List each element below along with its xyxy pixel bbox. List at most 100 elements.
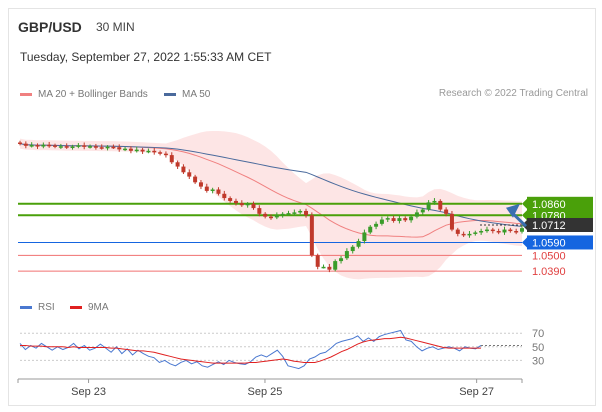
timestamp: Tuesday, September 27, 2022 1:55:33 AM C… <box>20 50 272 64</box>
candle-body <box>140 149 145 152</box>
candle-body <box>444 209 449 214</box>
candle-body <box>455 229 460 234</box>
rsi-tick-70: 70 <box>532 328 544 340</box>
candle-body <box>333 261 338 270</box>
level-tag-1.0712 <box>527 217 593 232</box>
candle-body <box>58 146 63 148</box>
candle-body <box>41 144 46 147</box>
candle-body <box>228 198 233 201</box>
time-tick-label: Sep 23 <box>71 386 106 398</box>
level-tag-1.0590 <box>527 235 593 250</box>
legend-ma50-label: MA 50 <box>182 89 211 100</box>
candle-body <box>502 229 507 233</box>
candle-body <box>128 148 133 151</box>
candle-body <box>257 208 262 214</box>
candle-body <box>438 200 443 210</box>
candle-body <box>198 182 203 187</box>
candle-body <box>496 231 501 233</box>
candle-body <box>175 162 180 167</box>
candle-body <box>169 155 174 163</box>
candle-body <box>280 213 285 216</box>
candle-body <box>409 216 414 221</box>
candle-body <box>374 223 379 227</box>
candle-body <box>286 213 291 215</box>
candle-body <box>420 209 425 213</box>
candle-body <box>111 146 116 149</box>
candle-body <box>315 255 320 267</box>
legend-ma20: MA 20 + Bollinger Bands <box>20 89 148 100</box>
rsi-tick-50: 50 <box>532 342 544 354</box>
candle-body <box>490 229 495 232</box>
rsi-9ma-line <box>20 336 481 364</box>
candle-body <box>117 147 122 150</box>
candle-body <box>391 218 396 221</box>
candle-body <box>193 176 198 183</box>
candle-body <box>210 189 215 191</box>
legend-9ma: 9MA <box>70 302 109 313</box>
candle-body <box>233 200 238 204</box>
candle-body <box>146 150 151 153</box>
legend-9ma-swatch <box>70 306 82 309</box>
interval-label: 30 MIN <box>96 20 135 34</box>
candle-body <box>105 146 110 149</box>
time-tick-label: Sep 27 <box>459 386 494 398</box>
legend-ma50: MA 50 <box>164 89 210 100</box>
candle-body <box>163 153 168 156</box>
candle-body <box>484 229 489 232</box>
candle-body <box>99 147 104 149</box>
candle-body <box>53 145 58 147</box>
candle-body <box>467 233 472 236</box>
level-label-1.0712: 1.0712 <box>532 220 566 232</box>
legend-9ma-label: 9MA <box>88 302 109 313</box>
level-tag-pointer-1.0860 <box>522 197 528 210</box>
legend-rsi-swatch <box>20 306 32 309</box>
level-label-1.0390: 1.0390 <box>532 266 566 278</box>
candle-body <box>239 203 244 206</box>
ma50-line <box>19 143 523 227</box>
level-label-1.0590: 1.0590 <box>532 237 566 249</box>
legend-ma20-swatch <box>20 93 32 96</box>
candle-body <box>134 149 139 152</box>
candle-body <box>397 218 402 221</box>
candle-body <box>362 232 367 242</box>
candle-body <box>204 186 209 191</box>
candle-body <box>245 203 250 206</box>
candle-body <box>403 218 408 221</box>
candle-body <box>414 212 419 217</box>
rsi-line <box>19 329 482 370</box>
candle-body <box>23 143 28 146</box>
candle-body <box>35 145 40 147</box>
candle-body <box>356 241 361 247</box>
candle-body <box>520 228 524 232</box>
candle-body <box>473 232 478 234</box>
candle-body <box>181 166 186 173</box>
candle-body <box>123 148 128 151</box>
level-tag-pointer-1.0780 <box>522 209 528 222</box>
candle-body <box>29 145 34 147</box>
candle-body <box>321 266 326 269</box>
level-label-1.0860: 1.0860 <box>532 199 566 211</box>
candle-body <box>508 229 513 232</box>
candle-body <box>251 203 256 209</box>
candle-body <box>274 215 279 218</box>
credit-text: Research © 2022 Trading Central <box>438 88 588 99</box>
candle-body <box>152 150 157 153</box>
forecast-arrow-head <box>506 203 520 218</box>
candle-body <box>47 144 52 147</box>
candle-body <box>449 213 454 230</box>
candle-body <box>18 142 22 145</box>
candle-body <box>479 231 484 233</box>
candle-body <box>385 218 390 220</box>
candle-body <box>187 172 192 177</box>
bollinger-band <box>20 130 522 280</box>
legend-rsi: RSI <box>20 302 55 313</box>
candle-body <box>514 231 519 233</box>
candle-body <box>263 213 268 217</box>
candle-body <box>158 152 163 154</box>
candle-body <box>432 200 437 203</box>
time-tick-label: Sep 25 <box>248 386 283 398</box>
legend-ma20-label: MA 20 + Bollinger Bands <box>38 89 148 100</box>
candle-body <box>309 215 314 256</box>
candle-body <box>82 145 87 147</box>
